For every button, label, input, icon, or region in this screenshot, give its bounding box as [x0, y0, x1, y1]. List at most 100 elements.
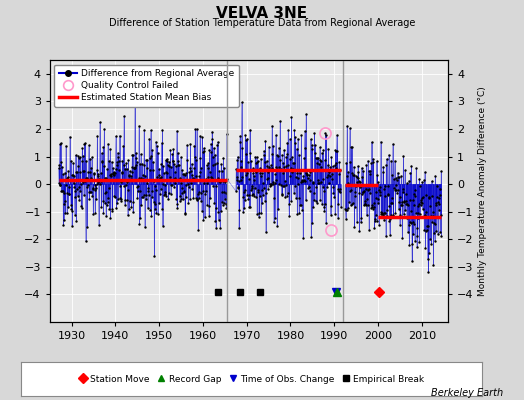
Point [63, 174, 72, 180]
Point [275, 163, 283, 170]
Point [178, 184, 186, 191]
Point [81, 238, 90, 244]
Point [128, 164, 136, 170]
Point [237, 164, 245, 170]
Point [247, 158, 255, 164]
Point [419, 206, 427, 212]
Point [143, 165, 151, 171]
Point [166, 177, 174, 184]
Point [130, 165, 139, 171]
Point [57, 140, 65, 146]
Point [404, 202, 412, 208]
Point [182, 182, 190, 188]
Point [272, 176, 280, 183]
Point [279, 164, 288, 170]
Point [57, 188, 66, 194]
Point [386, 216, 395, 223]
Point [162, 168, 170, 175]
Point [182, 170, 191, 176]
Point [351, 193, 359, 199]
Point [167, 182, 176, 188]
Point [201, 191, 209, 197]
Point [68, 208, 77, 214]
Point [396, 194, 405, 200]
Point [421, 208, 430, 215]
Point [353, 174, 362, 180]
Point [90, 177, 99, 183]
Point [416, 211, 424, 218]
Point [125, 172, 133, 178]
Point [437, 168, 445, 174]
Point [172, 196, 180, 202]
Point [331, 147, 340, 154]
Point [423, 222, 431, 229]
Point [254, 187, 262, 193]
Point [281, 182, 290, 188]
Point [157, 140, 166, 146]
Point [287, 114, 296, 120]
Point [67, 158, 75, 164]
Point [155, 166, 163, 172]
Point [308, 142, 316, 148]
Point [363, 196, 372, 202]
Point [311, 154, 320, 161]
Point [411, 187, 419, 194]
Point [333, 148, 341, 154]
Point [79, 153, 87, 160]
Point [387, 212, 396, 218]
Point [405, 241, 413, 248]
Point [429, 209, 437, 215]
Point [115, 132, 124, 139]
Point [183, 157, 191, 163]
Point [103, 198, 112, 205]
Point [136, 214, 144, 221]
Point [327, 154, 335, 160]
Point [232, 166, 241, 173]
Point [341, 216, 350, 222]
Point [375, 222, 383, 228]
Point [373, 172, 381, 178]
Point [374, 200, 382, 206]
Point [324, 172, 332, 178]
Point [126, 173, 135, 180]
Point [334, 186, 342, 192]
Point [409, 231, 418, 238]
Point [299, 234, 307, 241]
Point [313, 200, 321, 206]
Point [428, 178, 436, 184]
Point [180, 189, 188, 195]
Point [178, 190, 187, 196]
Point [359, 202, 368, 208]
Point [179, 171, 188, 178]
Point [403, 200, 411, 207]
Point [368, 201, 376, 208]
Point [116, 194, 125, 201]
Point [302, 111, 310, 117]
Point [405, 222, 413, 228]
Point [292, 174, 300, 181]
Point [101, 200, 109, 206]
Point [334, 201, 342, 208]
Point [184, 200, 192, 207]
Point [285, 189, 293, 196]
Point [377, 138, 385, 145]
Point [75, 169, 84, 176]
Point [429, 213, 437, 220]
Point [335, 167, 344, 173]
Point [77, 188, 85, 194]
Point [148, 188, 156, 194]
Point [145, 135, 154, 142]
Point [201, 214, 209, 220]
Point [146, 127, 155, 134]
Point [206, 140, 215, 147]
Point [408, 258, 417, 265]
Point [236, 139, 244, 146]
Point [168, 158, 177, 164]
Point [390, 157, 399, 164]
Point [241, 197, 249, 203]
Point [108, 164, 117, 171]
Point [365, 186, 374, 192]
Point [389, 212, 398, 218]
Point [82, 158, 90, 164]
Point [345, 125, 354, 132]
